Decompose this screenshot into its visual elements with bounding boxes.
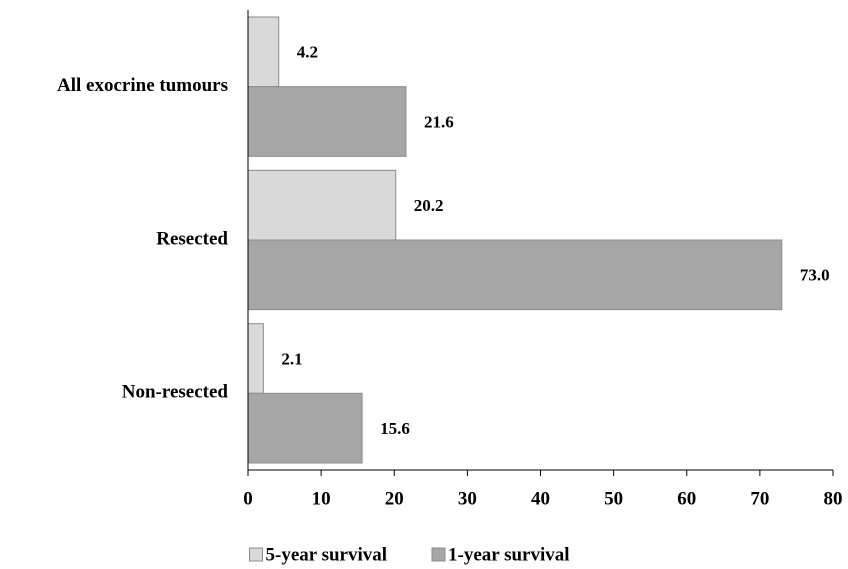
bar [247, 169, 397, 241]
x-tick-label: 0 [243, 488, 253, 509]
value-label: 20.2 [414, 196, 444, 215]
x-tick-label: 30 [458, 488, 477, 509]
x-tick-label: 60 [677, 488, 696, 509]
y-tick-label: Non-resected [122, 382, 229, 403]
value-label: 2.1 [281, 349, 302, 368]
bar [247, 86, 407, 157]
bar [247, 16, 280, 88]
x-tick-label: 80 [824, 488, 843, 509]
value-label: 4.2 [297, 43, 318, 62]
value-label: 73.0 [800, 266, 830, 285]
legend-label: 5-year survival [266, 544, 388, 565]
y-tick-label: Resected [156, 228, 228, 249]
legend-swatch [431, 547, 446, 562]
x-tick-label: 40 [531, 488, 550, 509]
x-tick-label: 10 [312, 488, 331, 509]
x-tick-label: 70 [750, 488, 769, 509]
legend-swatch [249, 547, 263, 562]
x-tick-label: 50 [604, 488, 623, 509]
legend-label: 1-year survival [448, 544, 570, 565]
bar [247, 323, 264, 394]
bar [247, 392, 363, 464]
x-tick-label: 20 [385, 488, 404, 509]
y-tick-label: All exocrine tumours [57, 75, 228, 96]
value-label: 21.6 [424, 112, 454, 131]
bar [247, 239, 783, 311]
value-label: 15.6 [380, 419, 410, 438]
